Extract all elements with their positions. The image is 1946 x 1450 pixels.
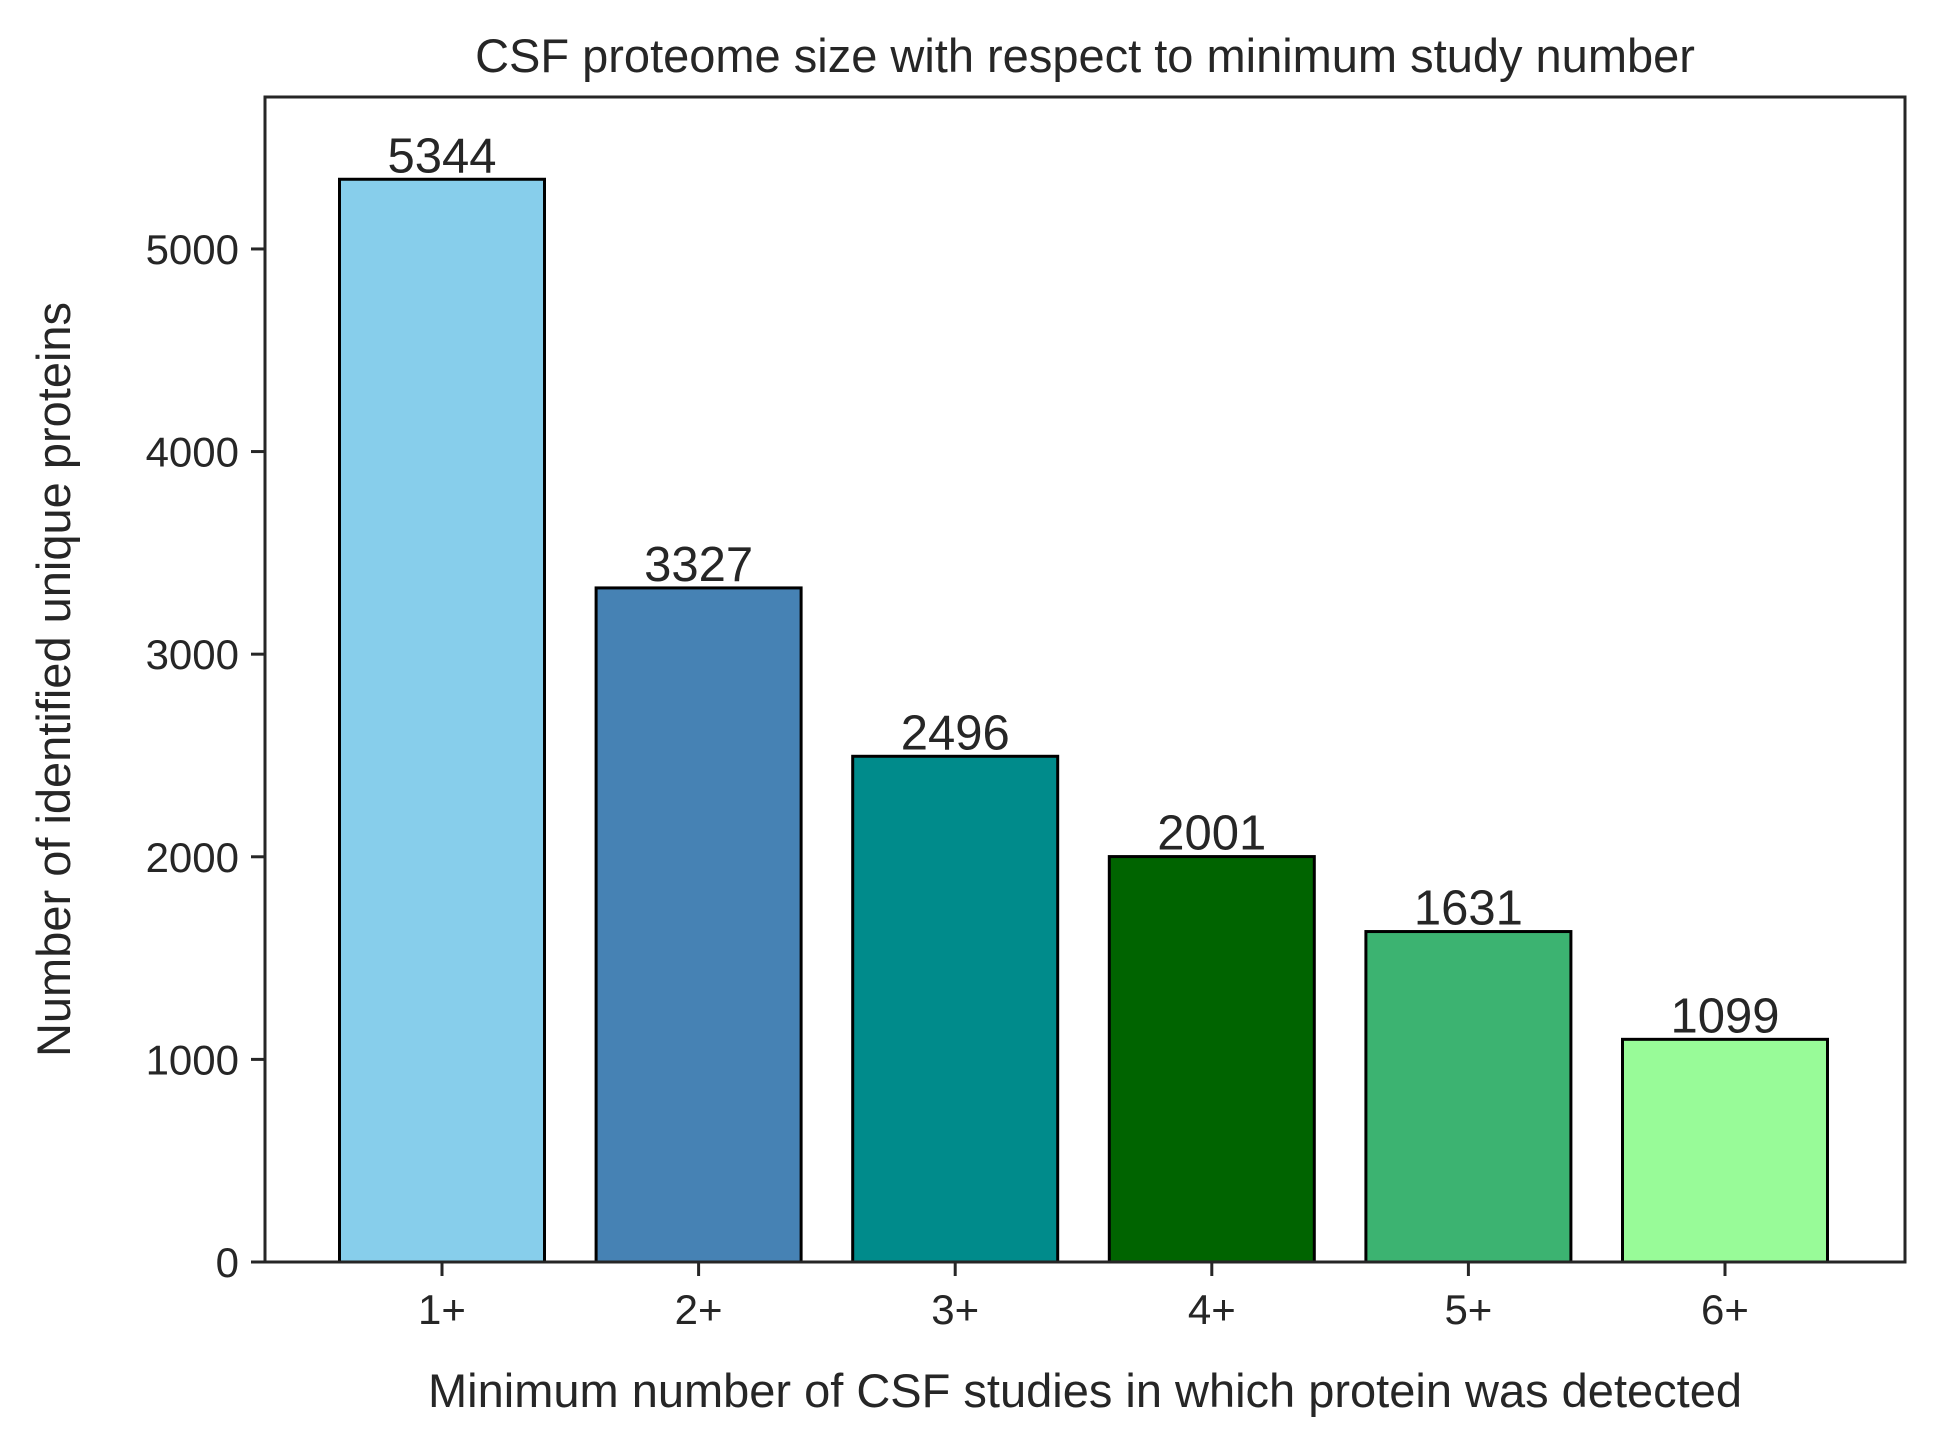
ticks-layer: 1+ 2+ 3+ 4+ 5+ 6+ 0 1000 2000 3000 4000 5000 bbox=[146, 226, 1749, 1333]
bar-value-label: 1099 bbox=[1670, 989, 1779, 1043]
x-tick-label: 4+ bbox=[1188, 1286, 1236, 1333]
y-axis-label: Number of identified unique proteins bbox=[27, 302, 80, 1057]
y-tick-label: 0 bbox=[216, 1239, 239, 1286]
bar-value-label: 2001 bbox=[1157, 807, 1266, 861]
x-tick-label: 1+ bbox=[418, 1286, 466, 1333]
x-axis-label: Minimum number of CSF studies in which p… bbox=[428, 1364, 1742, 1417]
y-tick-label: 4000 bbox=[146, 429, 239, 476]
bar-1plus bbox=[338, 177, 546, 1264]
bar-2plus bbox=[594, 586, 803, 1264]
x-tick-label: 6+ bbox=[1701, 1286, 1749, 1333]
data-labels-layer: 5344 3327 2496 2001 1631 1099 bbox=[387, 129, 1779, 1043]
bars-layer bbox=[338, 177, 1829, 1264]
y-tick-label: 2000 bbox=[146, 834, 239, 881]
bar-value-label: 2496 bbox=[901, 706, 1010, 760]
x-tick-label: 2+ bbox=[675, 1286, 723, 1333]
bar-6plus bbox=[1621, 1037, 1829, 1264]
bar-3plus bbox=[851, 754, 1060, 1264]
plot-frame bbox=[263, 95, 1907, 1264]
bar-value-label: 3327 bbox=[644, 538, 753, 592]
y-tick-label: 1000 bbox=[146, 1036, 239, 1083]
y-tick-label: 3000 bbox=[146, 631, 239, 678]
bar-4plus bbox=[1107, 855, 1316, 1264]
bar-value-label: 1631 bbox=[1414, 882, 1523, 936]
x-tick-label: 5+ bbox=[1444, 1286, 1492, 1333]
chart-title: CSF proteome size with respect to minimu… bbox=[475, 29, 1695, 82]
y-tick-label: 5000 bbox=[146, 226, 239, 273]
bar-5plus bbox=[1364, 930, 1573, 1264]
bar-value-label: 5344 bbox=[387, 129, 496, 183]
x-tick-label: 3+ bbox=[931, 1286, 979, 1333]
